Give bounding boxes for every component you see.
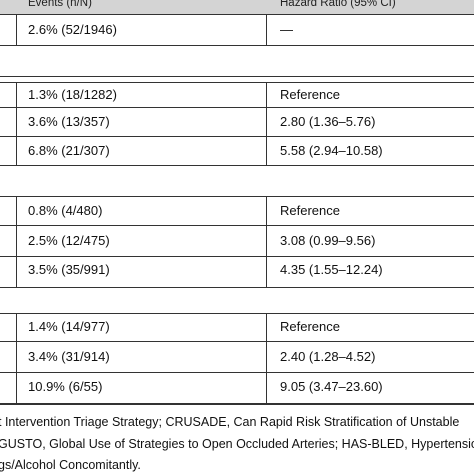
events-cell: 3.6% (13/357) [28, 114, 110, 129]
table-row: 3.6% (13/357) 2.80 (1.36–5.76) [0, 108, 474, 136]
column-divider [266, 14, 267, 45]
hazard-ratio-cell: 3.08 (0.99–9.56) [280, 233, 376, 248]
table-row: 2.6% (52/1946) — [0, 15, 474, 45]
hazard-ratio-cell: — [280, 22, 293, 37]
hazard-ratio-cell: 9.05 (3.47–23.60) [280, 379, 383, 394]
table-row: 3.5% (35/991) 4.35 (1.55–12.24) [0, 257, 474, 287]
column-divider [16, 82, 17, 165]
table-row: 10.9% (6/55) 9.05 (3.47–23.60) [0, 373, 474, 403]
footnote-line: gs/Alcohol Concomitantly. [0, 458, 141, 472]
hazard-ratio-cell: 5.58 (2.94–10.58) [280, 143, 383, 158]
column-divider [16, 196, 17, 287]
events-cell: 1.4% (14/977) [28, 319, 110, 334]
column-divider [16, 14, 17, 45]
events-cell: 6.8% (21/307) [28, 143, 110, 158]
hazard-ratio-cell: 2.80 (1.36–5.76) [280, 114, 376, 129]
column-divider [266, 196, 267, 287]
events-cell: 2.6% (52/1946) [28, 22, 117, 37]
hazard-ratio-cell: Reference [280, 87, 340, 102]
column-divider [16, 313, 17, 404]
events-cell: 1.3% (18/1282) [28, 87, 117, 102]
hazard-ratio-cell: Reference [280, 203, 340, 218]
table-row: 0.8% (4/480) Reference [0, 197, 474, 225]
column-divider [266, 313, 267, 404]
hazard-ratio-cell: Reference [280, 319, 340, 334]
events-cell: 0.8% (4/480) [28, 203, 103, 218]
table-row: 1.4% (14/977) Reference [0, 314, 474, 341]
events-cell: 10.9% (6/55) [28, 379, 103, 394]
table-header: Events (n/N) Hazard Ratio (95% CI) [0, 0, 474, 14]
hazard-ratio-cell: 2.40 (1.28–4.52) [280, 349, 376, 364]
events-cell: 2.5% (12/475) [28, 233, 110, 248]
hazard-ratio-cell: 4.35 (1.55–12.24) [280, 262, 383, 277]
table-row: 6.8% (21/307) 5.58 (2.94–10.58) [0, 137, 474, 165]
table-row: 3.4% (31/914) 2.40 (1.28–4.52) [0, 342, 474, 372]
events-cell: 3.4% (31/914) [28, 349, 110, 364]
column-divider [266, 82, 267, 165]
table-row: 1.3% (18/1282) Reference [0, 83, 474, 107]
hazard-ratio-column-header: Hazard Ratio (95% CI) [280, 0, 396, 9]
table-row: 2.5% (12/475) 3.08 (0.99–9.56) [0, 226, 474, 256]
events-column-header: Events (n/N) [28, 0, 92, 9]
footnote-line: GUSTO, Global Use of Strategies to Open … [0, 437, 474, 451]
footnote-line: t Intervention Triage Strategy; CRUSADE,… [0, 415, 460, 429]
events-cell: 3.5% (35/991) [28, 262, 110, 277]
